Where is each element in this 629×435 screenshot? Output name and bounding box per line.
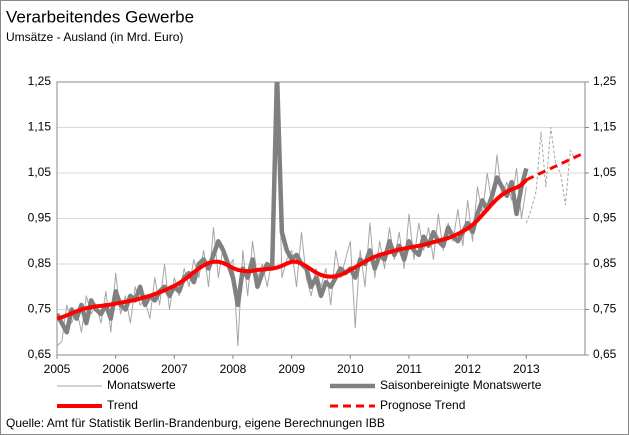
x-tick-label: 2005 [44, 362, 71, 376]
x-tick-label: 2013 [513, 362, 540, 376]
x-tick-label: 2008 [220, 362, 247, 376]
series-line [525, 151, 585, 182]
x-tick-label: 2007 [161, 362, 188, 376]
y2-tick-label: 0,95 [593, 211, 617, 225]
chart-subtitle: Umsätze - Ausland (in Mrd. Euro) [6, 30, 183, 44]
y2-tick-label: 0,75 [593, 302, 617, 316]
series-line [57, 178, 528, 321]
x-tick-label: 2009 [278, 362, 305, 376]
y-tick-label: 1,15 [28, 120, 52, 134]
series-line [525, 127, 576, 224]
y2-tick-label: 1,05 [593, 165, 617, 179]
y-tick-label: 0,75 [28, 302, 52, 316]
series-group [57, 82, 585, 347]
legend-label: Trend [107, 398, 138, 412]
y2-tick-label: 0,65 [593, 347, 617, 361]
y-tick-label: 1,05 [28, 165, 52, 179]
y-tick-label: 0,65 [28, 347, 52, 361]
legend-label: Monatswerte [107, 378, 176, 392]
plot-area [56, 81, 586, 356]
legend-label: Prognose Trend [380, 398, 465, 412]
legend-label: Saisonbereinigte Monatswerte [380, 378, 542, 392]
source: Quelle: Amt für Statistik Berlin-Branden… [6, 416, 385, 430]
x-tick-label: 2012 [454, 362, 481, 376]
y-tick-label: 0,85 [28, 256, 52, 270]
y2-tick-label: 0,85 [593, 256, 617, 270]
y-tick-label: 1,25 [28, 74, 52, 88]
series-line [57, 82, 527, 347]
y2-tick-label: 1,15 [593, 120, 617, 134]
x-tick-label: 2010 [337, 362, 364, 376]
y2-tick-label: 1,25 [593, 74, 617, 88]
x-tick-label: 2011 [396, 362, 422, 376]
y-tick-label: 0,95 [28, 211, 52, 225]
chart-title: Verarbeitendes Gewerbe [6, 7, 194, 26]
x-tick-label: 2006 [102, 362, 129, 376]
